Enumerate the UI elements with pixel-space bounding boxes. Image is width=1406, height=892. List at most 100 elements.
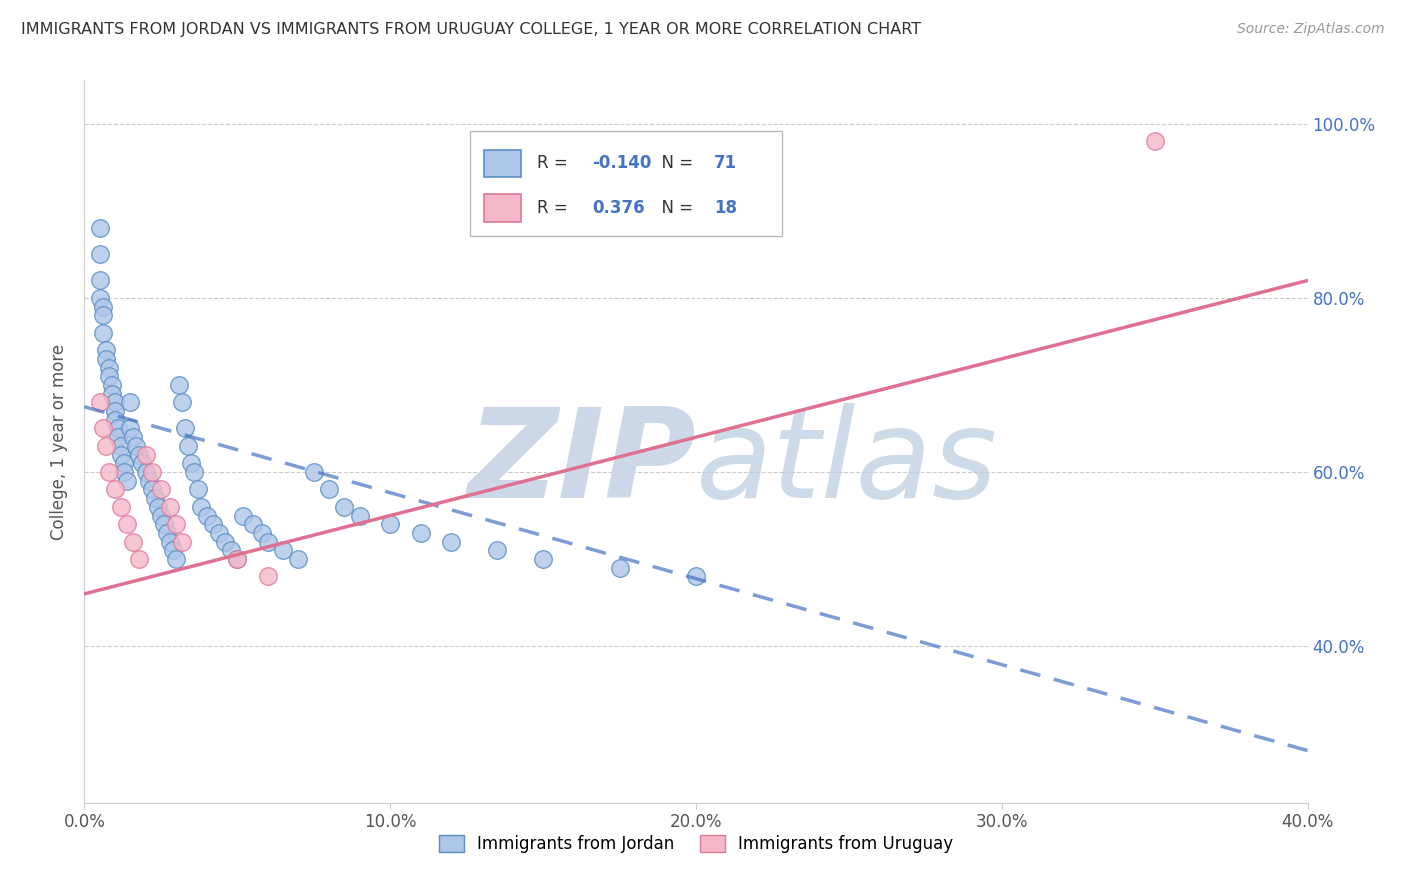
Point	[110, 439, 132, 453]
Point	[380, 517, 402, 532]
Text: ZIP: ZIP	[467, 402, 696, 524]
Point	[128, 448, 150, 462]
Point	[104, 483, 127, 497]
Point	[122, 534, 145, 549]
Point	[1143, 134, 1166, 148]
Point	[440, 534, 463, 549]
Point	[135, 465, 157, 479]
Point	[162, 543, 184, 558]
Point	[120, 395, 142, 409]
Point	[94, 343, 117, 358]
Point	[201, 517, 224, 532]
Point	[131, 456, 153, 470]
Point	[409, 525, 432, 540]
Point	[135, 448, 157, 462]
Point	[104, 395, 127, 409]
Point	[156, 525, 179, 540]
Point	[190, 500, 212, 514]
Point	[186, 483, 208, 497]
Point	[486, 543, 509, 558]
Point	[128, 552, 150, 566]
Point	[89, 395, 111, 409]
Point	[165, 517, 187, 532]
Point	[685, 569, 707, 583]
Point	[165, 552, 187, 566]
Point	[89, 273, 111, 287]
Bar	[484, 150, 522, 178]
Point	[271, 543, 294, 558]
Point	[172, 395, 194, 409]
Point	[302, 465, 325, 479]
Text: 0.376: 0.376	[592, 199, 644, 217]
Point	[141, 483, 163, 497]
Point	[125, 439, 148, 453]
Point	[122, 430, 145, 444]
Point	[91, 300, 114, 314]
Point	[91, 421, 114, 435]
Point	[146, 500, 169, 514]
Point	[107, 421, 129, 435]
Point	[318, 483, 340, 497]
Text: N =: N =	[651, 199, 699, 217]
Point	[115, 474, 138, 488]
Point	[167, 378, 190, 392]
Text: -0.140: -0.140	[592, 154, 651, 172]
Point	[159, 500, 181, 514]
Point	[242, 517, 264, 532]
Point	[143, 491, 166, 505]
Point	[91, 326, 114, 340]
Text: R =: R =	[537, 199, 574, 217]
Point	[89, 221, 111, 235]
Point	[257, 534, 280, 549]
Point	[180, 456, 202, 470]
Text: IMMIGRANTS FROM JORDAN VS IMMIGRANTS FROM URUGUAY COLLEGE, 1 YEAR OR MORE CORREL: IMMIGRANTS FROM JORDAN VS IMMIGRANTS FRO…	[21, 22, 921, 37]
Point	[195, 508, 218, 523]
Text: R =: R =	[537, 154, 574, 172]
Y-axis label: College, 1 year or more: College, 1 year or more	[51, 343, 69, 540]
Legend: Immigrants from Jordan, Immigrants from Uruguay: Immigrants from Jordan, Immigrants from …	[432, 828, 960, 860]
Point	[104, 404, 127, 418]
Point	[172, 534, 194, 549]
Point	[115, 517, 138, 532]
Point	[287, 552, 309, 566]
Point	[91, 308, 114, 322]
Text: 18: 18	[714, 199, 737, 217]
Point	[138, 474, 160, 488]
FancyBboxPatch shape	[470, 131, 782, 235]
Text: atlas: atlas	[696, 402, 998, 524]
Point	[226, 552, 249, 566]
Point	[112, 456, 135, 470]
Text: Source: ZipAtlas.com: Source: ZipAtlas.com	[1237, 22, 1385, 37]
Point	[94, 439, 117, 453]
Point	[149, 483, 172, 497]
Point	[141, 465, 163, 479]
Point	[174, 421, 197, 435]
Point	[226, 552, 249, 566]
Point	[107, 430, 129, 444]
Bar	[484, 194, 522, 222]
Point	[101, 386, 124, 401]
Point	[214, 534, 236, 549]
Point	[153, 517, 176, 532]
Point	[149, 508, 172, 523]
Point	[531, 552, 554, 566]
Point	[112, 465, 135, 479]
Point	[159, 534, 181, 549]
Point	[104, 413, 127, 427]
Point	[110, 448, 132, 462]
Point	[110, 500, 132, 514]
Point	[250, 525, 273, 540]
Point	[208, 525, 231, 540]
Point	[89, 291, 111, 305]
Point	[101, 378, 124, 392]
Point	[120, 421, 142, 435]
Point	[177, 439, 200, 453]
Point	[97, 360, 120, 375]
Point	[183, 465, 205, 479]
Point	[89, 247, 111, 261]
Point	[333, 500, 356, 514]
Point	[97, 465, 120, 479]
Point	[232, 508, 254, 523]
Point	[257, 569, 280, 583]
Text: 71: 71	[714, 154, 737, 172]
